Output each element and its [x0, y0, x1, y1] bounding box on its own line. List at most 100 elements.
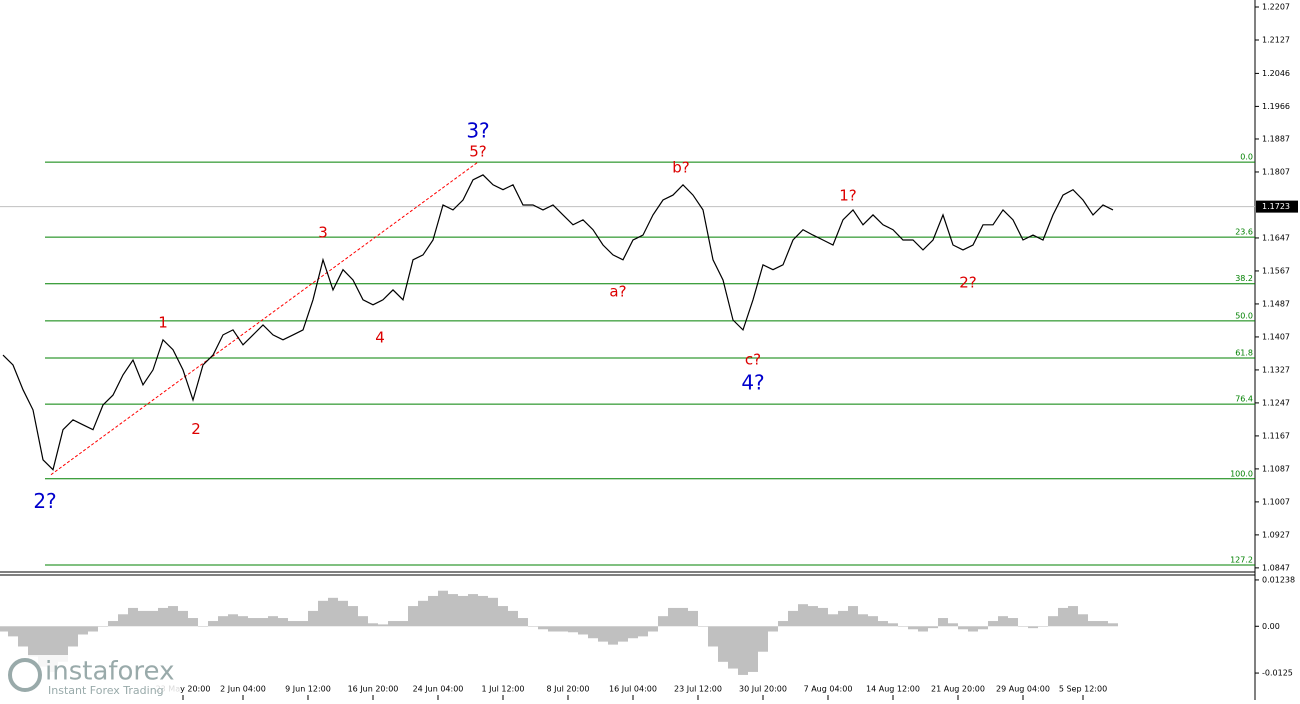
macd-bar [478, 595, 488, 627]
x-tick-label: 14 Aug 12:00 [866, 685, 920, 694]
macd-bar [1068, 606, 1078, 627]
logo-tagline: Instant Forex Trading [48, 684, 164, 697]
fib-label: 50.0 [1235, 311, 1253, 320]
y-tick-label: 0.00 [1262, 622, 1280, 631]
fib-label: 23.6 [1235, 228, 1253, 237]
macd-bar [348, 606, 358, 627]
y-tick-label: 1.1966 [1262, 102, 1290, 111]
trendline [50, 161, 479, 476]
x-tick-label: 24 Jun 04:00 [413, 685, 464, 694]
macd-bar [398, 621, 408, 627]
logo-brand: instaforex [45, 657, 174, 687]
y-tick-label: -0.0125 [1262, 669, 1293, 678]
macd-bar [488, 597, 498, 627]
current-price-label: 1.1723 [1262, 202, 1290, 211]
macd-bar [788, 610, 798, 627]
macd-bar [778, 621, 788, 627]
macd-bar [828, 614, 838, 627]
macd-bar [148, 610, 158, 627]
x-tick-label: 30 Jul 20:00 [739, 685, 787, 694]
macd-bar [208, 621, 218, 627]
macd-bar [368, 623, 378, 627]
macd-bar [678, 607, 688, 627]
logo-icon [8, 658, 42, 692]
fib-label: 61.8 [1235, 348, 1253, 357]
macd-bar [198, 626, 208, 627]
wave-label: 2? [959, 273, 977, 291]
macd-bar [418, 600, 428, 627]
macd-bar [248, 618, 258, 627]
wave-label: c? [745, 351, 761, 369]
macd-bar [1028, 626, 1038, 629]
macd-bar [1008, 618, 1018, 627]
macd-bar [1058, 607, 1068, 627]
macd-bar [578, 626, 588, 635]
macd-bar [48, 626, 58, 672]
y-tick-label: 1.1647 [1262, 233, 1290, 242]
fib-label: 127.2 [1230, 555, 1253, 564]
macd-bar [948, 623, 958, 627]
macd-bar [538, 626, 548, 630]
macd-bar [128, 607, 138, 627]
x-tick-label: 16 Jun 20:00 [348, 685, 399, 694]
y-tick-label: 1.0847 [1262, 563, 1290, 572]
y-tick-label: 1.1167 [1262, 431, 1290, 440]
macd-bar [698, 626, 708, 627]
macd-bar [108, 621, 118, 627]
macd-bar [628, 626, 638, 639]
x-tick-label: 8 Jul 20:00 [547, 685, 590, 694]
y-tick-label: 1.1887 [1262, 134, 1290, 143]
macd-bar [1078, 614, 1088, 627]
macd-bar [318, 600, 328, 627]
macd-bar [468, 594, 478, 627]
macd-bar [738, 626, 748, 675]
wave-label: b? [672, 158, 689, 176]
macd-bar [428, 595, 438, 627]
macd-bar [1038, 626, 1048, 627]
wave-label: 5? [469, 142, 487, 160]
macd-bar [818, 607, 828, 627]
macd-bar [358, 616, 368, 627]
x-tick-label: 5 Sep 12:00 [1059, 685, 1107, 694]
x-tick-label: 21 Aug 20:00 [931, 685, 985, 694]
macd-bar [868, 616, 878, 627]
macd-bar [288, 621, 298, 627]
macd-bar [308, 610, 318, 627]
macd-bar [848, 606, 858, 627]
macd-bar [568, 626, 578, 633]
macd-bar [988, 621, 998, 627]
macd-bar [178, 610, 188, 627]
macd-bar [648, 626, 658, 632]
macd-bar [1108, 623, 1118, 627]
fib-label: 38.2 [1235, 274, 1253, 283]
macd-bar [908, 626, 918, 630]
macd-bar [798, 604, 808, 627]
wave-label: 2? [33, 489, 56, 513]
y-tick-label: 1.2207 [1262, 3, 1290, 12]
macd-bar [898, 626, 908, 627]
x-tick-label: 16 Jul 04:00 [609, 685, 657, 694]
x-tick-label: 7 Aug 04:00 [804, 685, 853, 694]
macd-bar [1018, 626, 1028, 627]
current-price-box [1256, 200, 1298, 213]
macd-bar [558, 626, 568, 632]
macd-bar [268, 616, 278, 627]
y-tick-label: 1.1407 [1262, 332, 1290, 341]
x-tick-label: 9 Jun 12:00 [285, 685, 331, 694]
macd-bar [158, 607, 168, 627]
macd-bar [118, 614, 128, 627]
macd-bar [408, 606, 418, 627]
fib-label: 100.0 [1230, 469, 1253, 478]
x-tick-label: 23 Jul 12:00 [674, 685, 722, 694]
macd-bar [438, 590, 448, 627]
macd-bar [588, 626, 598, 639]
macd-bar [978, 626, 988, 630]
wave-label: 1? [839, 186, 857, 204]
macd-bar [328, 597, 338, 627]
y-tick-label: 1.1327 [1262, 365, 1290, 374]
macd-bar [38, 626, 48, 667]
wave-label: 3 [318, 224, 328, 242]
macd-bar [388, 621, 398, 627]
